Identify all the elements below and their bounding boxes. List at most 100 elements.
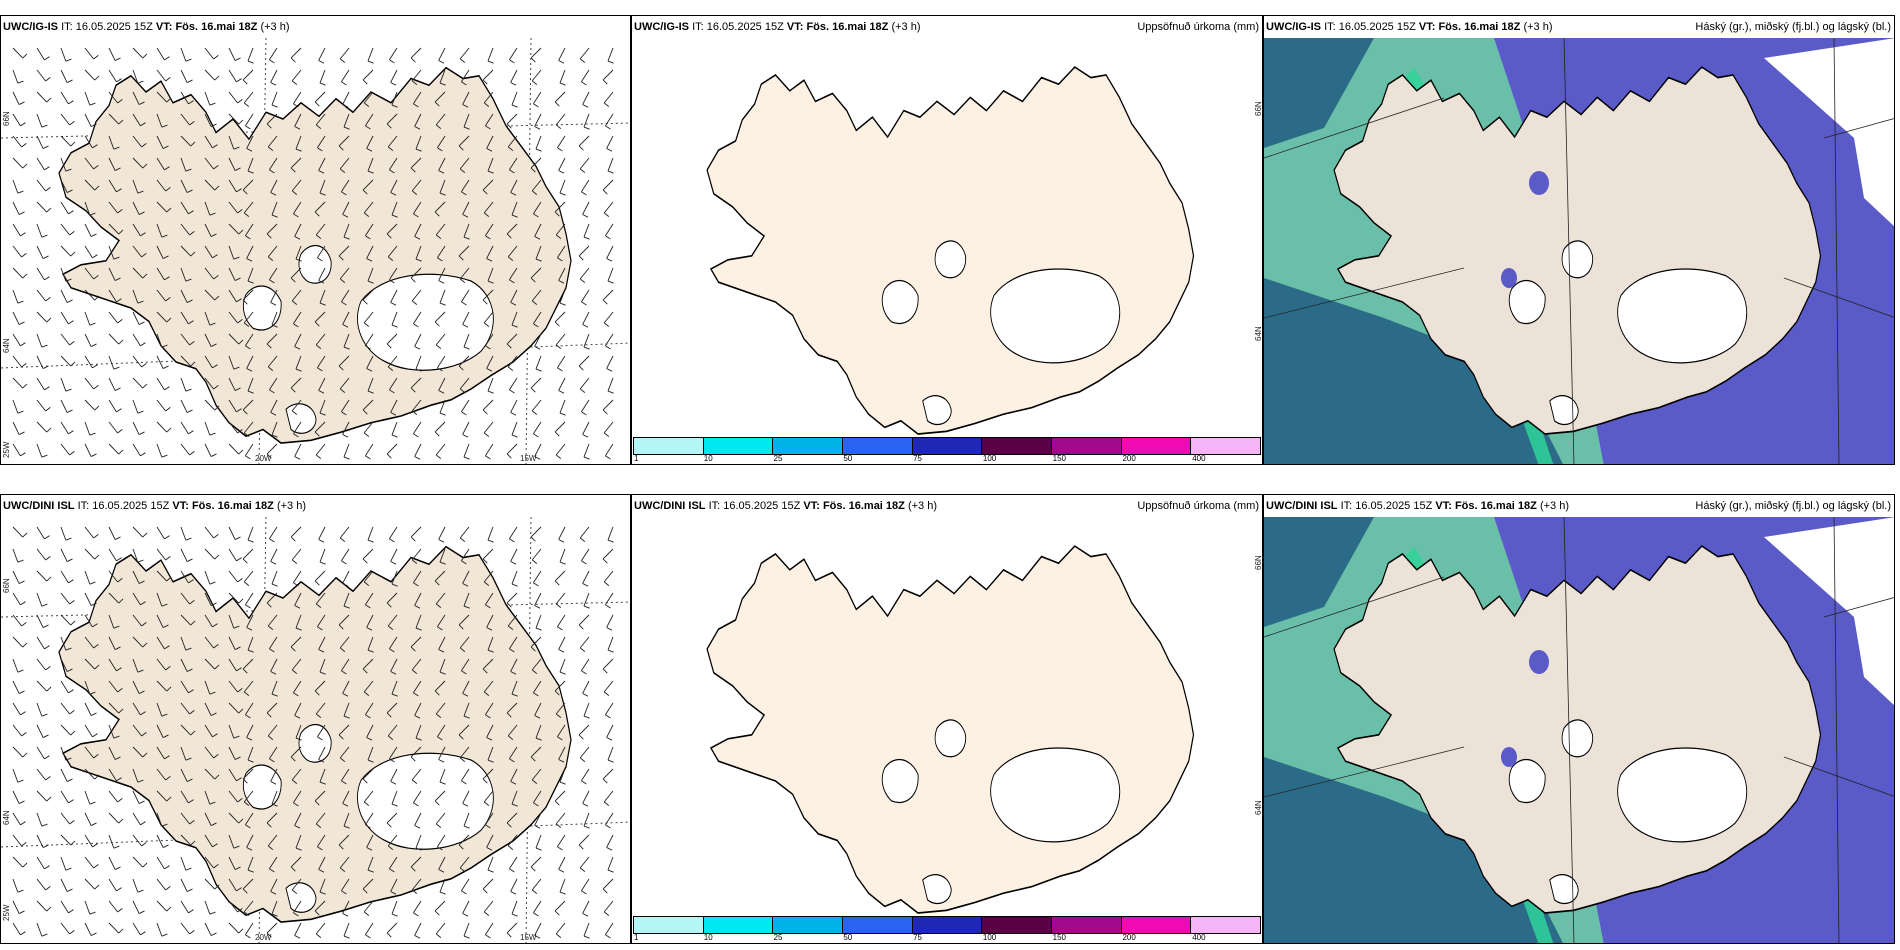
init-label: IT: bbox=[1324, 21, 1336, 33]
colorbar-swatch bbox=[982, 917, 1053, 933]
precip-colorbar-labels: 1 10 25 50 75 100 150 200 400 bbox=[633, 454, 1261, 464]
colorbar-swatch bbox=[982, 438, 1053, 454]
colorbar-swatch bbox=[1191, 438, 1261, 454]
model-name: UWC/IG-IS bbox=[3, 21, 58, 33]
iceland-landmass bbox=[58, 66, 572, 444]
cloud-panel: UWC/DINI ISL IT: 16.05.2025 15Z VT: Fös.… bbox=[1263, 494, 1895, 944]
precip-title: Uppsöfnuð úrkoma (mm) bbox=[1137, 21, 1259, 33]
wind-barb-map bbox=[1, 517, 630, 943]
lat-tick-66n: 66N bbox=[2, 111, 11, 126]
colorbar-label: 75 bbox=[913, 454, 923, 463]
valid-label: VT: bbox=[786, 21, 804, 33]
lead-time: (+3 h) bbox=[1539, 500, 1569, 512]
wind-panel: UWC/DINI ISL IT: 16.05.2025 15Z VT: Fös.… bbox=[0, 494, 631, 944]
wind-barbs bbox=[12, 526, 614, 939]
lat-tick-64n: 64N bbox=[2, 338, 11, 353]
cloud-cover-map bbox=[1264, 38, 1894, 464]
colorbar-label: 100 bbox=[982, 933, 997, 942]
panel-header: UWC/IG-IS IT: 16.05.2025 15Z VT: Fös. 16… bbox=[1264, 16, 1894, 38]
forecast-row-1: UWC/IG-IS IT: 16.05.2025 15Z VT: Fös. 16… bbox=[0, 15, 1900, 465]
wind-barbs bbox=[12, 47, 614, 460]
colorbar-swatch bbox=[843, 917, 913, 933]
init-label: IT: bbox=[1340, 500, 1353, 512]
wind-barb-map bbox=[1, 38, 630, 464]
colorbar-swatch bbox=[1052, 438, 1122, 454]
iceland-landmass bbox=[58, 545, 572, 923]
init-time: 16.05.2025 15Z bbox=[706, 21, 784, 33]
colorbar-label: 1 bbox=[634, 454, 639, 463]
lat-tick-66n: 66N bbox=[1254, 101, 1263, 116]
colorbar-label: 200 bbox=[1122, 454, 1136, 463]
colorbar-label: 400 bbox=[1192, 454, 1206, 463]
colorbar-swatch bbox=[1191, 917, 1261, 933]
valid-time: Fös. 16.mai 18Z bbox=[1454, 500, 1537, 512]
valid-time: Fös. 16.mai 18Z bbox=[822, 500, 905, 512]
model-name: UWC/DINI ISL bbox=[634, 500, 706, 512]
lead-time: (+3 h) bbox=[1523, 21, 1553, 33]
colorbar-label: 150 bbox=[1052, 454, 1067, 463]
precipitation-panel: UWC/DINI ISL IT: 16.05.2025 15Z VT: Fös.… bbox=[631, 494, 1263, 944]
colorbar-swatch bbox=[1052, 917, 1122, 933]
colorbar-label: 50 bbox=[843, 933, 853, 942]
forecast-row-2: UWC/DINI ISL IT: 16.05.2025 15Z VT: Fös.… bbox=[0, 494, 1900, 944]
colorbar-swatch bbox=[634, 917, 704, 933]
init-time: 16.05.2025 15Z bbox=[1355, 500, 1433, 512]
precip-colorbar bbox=[633, 437, 1261, 455]
cloud-title: Háský (gr.), miðský (fj.bl.) og lágský (… bbox=[1695, 500, 1891, 512]
panel-header: UWC/DINI ISL IT: 16.05.2025 15Z VT: Fös.… bbox=[632, 495, 1262, 517]
precipitation-map bbox=[706, 66, 1195, 435]
model-name: UWC/DINI ISL bbox=[1266, 500, 1338, 512]
colorbar-swatch bbox=[703, 917, 774, 933]
valid-label: VT: bbox=[803, 500, 820, 512]
colorbar-label: 25 bbox=[773, 933, 783, 942]
colorbar-swatch bbox=[843, 438, 913, 454]
init-time: 16.05.2025 15Z bbox=[92, 500, 170, 512]
iceland-landmass bbox=[1333, 66, 1822, 435]
valid-time: Fös. 16.mai 18Z bbox=[1438, 21, 1521, 33]
lat-tick-64n: 64N bbox=[2, 810, 11, 825]
colorbar-label: 25 bbox=[773, 454, 783, 463]
precip-colorbar-labels: 1 10 25 50 75 100 150 200 400 bbox=[633, 933, 1261, 943]
colorbar-label: 10 bbox=[703, 454, 713, 463]
precipitation-map bbox=[706, 545, 1195, 914]
iceland-landmass bbox=[706, 66, 1195, 435]
init-label: IT: bbox=[692, 21, 704, 33]
valid-label: VT: bbox=[155, 21, 173, 33]
colorbar-swatch bbox=[1121, 917, 1192, 933]
lon-tick-15w: 15W bbox=[520, 933, 537, 942]
colorbar-label: 75 bbox=[913, 933, 923, 942]
valid-label: VT: bbox=[1435, 500, 1452, 512]
colorbar-swatch bbox=[773, 438, 844, 454]
valid-label: VT: bbox=[1418, 21, 1436, 33]
valid-time: Fös. 16.mai 18Z bbox=[191, 500, 274, 512]
wind-panel: UWC/IG-IS IT: 16.05.2025 15Z VT: Fös. 16… bbox=[0, 15, 631, 465]
precip-title: Uppsöfnuð úrkoma (mm) bbox=[1137, 500, 1259, 512]
lead-time: (+3 h) bbox=[276, 500, 306, 512]
valid-time: Fös. 16.mai 18Z bbox=[175, 21, 258, 33]
init-label: IT: bbox=[61, 21, 73, 33]
panel-header: UWC/DINI ISL IT: 16.05.2025 15Z VT: Fös.… bbox=[1, 495, 630, 517]
colorbar-label: 1 bbox=[634, 933, 639, 942]
init-time: 16.05.2025 15Z bbox=[75, 21, 153, 33]
lon-tick-15w: 15W bbox=[520, 454, 537, 463]
lon-tick-20w: 20W bbox=[255, 454, 272, 463]
lead-time: (+3 h) bbox=[891, 21, 921, 33]
colorbar-swatch bbox=[912, 917, 983, 933]
lon-tick-25w: 25W bbox=[2, 441, 11, 458]
colorbar-swatch bbox=[773, 917, 844, 933]
iceland-landmass bbox=[706, 545, 1195, 914]
lead-time: (+3 h) bbox=[907, 500, 937, 512]
colorbar-swatch bbox=[1121, 438, 1192, 454]
cloud-panel: UWC/IG-IS IT: 16.05.2025 15Z VT: Fös. 16… bbox=[1263, 15, 1895, 465]
colorbar-label: 100 bbox=[982, 454, 997, 463]
precipitation-panel: UWC/IG-IS IT: 16.05.2025 15Z VT: Fös. 16… bbox=[631, 15, 1263, 465]
precip-colorbar bbox=[633, 916, 1261, 934]
cloud-cover-map bbox=[1264, 517, 1894, 943]
colorbar-label: 400 bbox=[1192, 933, 1206, 942]
panel-header: UWC/IG-IS IT: 16.05.2025 15Z VT: Fös. 16… bbox=[1, 16, 630, 38]
cloud-title: Háský (gr.), miðský (fj.bl.) og lágský (… bbox=[1695, 21, 1891, 33]
colorbar-label: 200 bbox=[1122, 933, 1136, 942]
model-name: UWC/IG-IS bbox=[634, 21, 689, 33]
valid-time: Fös. 16.mai 18Z bbox=[806, 21, 889, 33]
lead-time: (+3 h) bbox=[260, 21, 290, 33]
